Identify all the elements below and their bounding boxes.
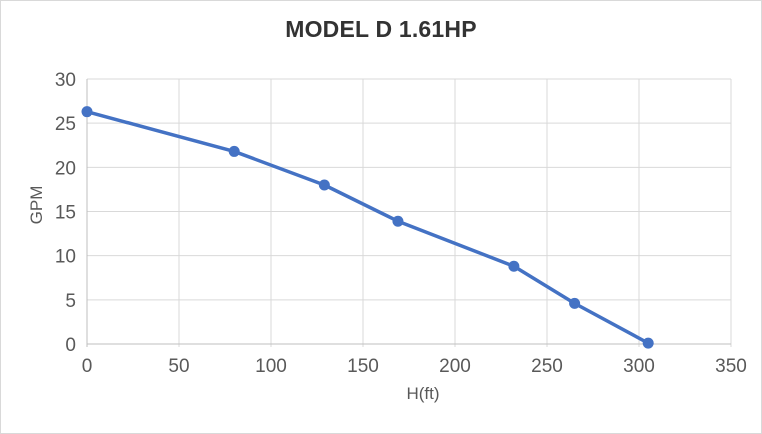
data-point — [318, 179, 330, 191]
x-tick-label: 250 — [531, 356, 563, 377]
series-line — [85, 109, 650, 345]
chart-title: MODEL D 1.61HP — [285, 16, 477, 42]
y-tick-label: 0 — [65, 335, 76, 356]
y-tick-label: 25 — [55, 114, 76, 135]
data-point — [642, 337, 654, 349]
data-point — [508, 260, 520, 272]
data-point — [392, 215, 404, 227]
data-point — [569, 297, 581, 309]
y-tick-label: 5 — [65, 291, 76, 312]
y-tick-label: 20 — [55, 158, 76, 179]
x-axis-title: H(ft) — [406, 384, 440, 403]
x-tick-label: 350 — [715, 356, 747, 377]
data-point — [81, 106, 93, 118]
y-tick-label: 30 — [55, 70, 76, 91]
x-tick-label: 50 — [168, 356, 189, 377]
x-tick-label: 100 — [255, 356, 287, 377]
y-tick-label: 15 — [55, 203, 76, 224]
x-tick-label: 150 — [347, 356, 379, 377]
x-tick-label: 300 — [623, 356, 655, 377]
x-tick-label: 0 — [82, 356, 93, 377]
x-tick-label: 200 — [439, 356, 471, 377]
y-tick-label: 10 — [55, 247, 76, 268]
data-point — [228, 145, 240, 157]
